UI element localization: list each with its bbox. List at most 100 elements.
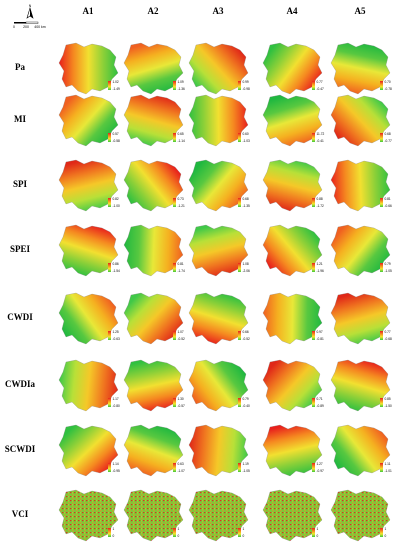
row-label: CWDI: [7, 312, 33, 322]
legend-bar: [380, 263, 383, 272]
legend-low: -0.98: [243, 87, 250, 91]
legend-bar: [238, 463, 241, 472]
legend-high: 1: [113, 527, 115, 531]
legend-low: 0: [113, 534, 115, 538]
map-panel: 0.99 -0.98: [188, 42, 250, 95]
legend-bar: [173, 133, 176, 142]
legend-bar: [108, 81, 111, 90]
legend-bar: [173, 81, 176, 90]
map-panel: 0.79 -0.40: [188, 359, 250, 412]
column-header: A3: [213, 6, 224, 16]
legend-low: -1.72: [317, 204, 324, 208]
legend-high: 1.08: [243, 262, 249, 266]
legend-bar: [108, 198, 111, 207]
map-panel: 0.63 -1.07: [123, 424, 185, 477]
legend-bar: [380, 198, 383, 207]
legend-high: 0.82: [113, 197, 119, 201]
legend-low: -1.05: [385, 269, 392, 273]
legend-bar: [173, 463, 176, 472]
map-panel: 1.08 -2.06: [188, 224, 250, 277]
legend-low: -0.47: [317, 87, 324, 91]
scale-label: 400 km: [34, 25, 46, 29]
legend-low: -1.50: [385, 404, 392, 408]
legend-high: 0.60: [243, 132, 249, 136]
map-panel: 10: [330, 489, 391, 542]
map-panel: 0.86 -1.54: [58, 224, 120, 277]
legend-bar: [108, 398, 111, 407]
map-panel: 0.68 -0.77: [330, 94, 392, 147]
legend-low: -1.96: [317, 269, 324, 273]
legend-high: 1.14: [113, 462, 119, 466]
column-header: A2: [148, 6, 159, 16]
map-panel: 10: [123, 489, 184, 542]
legend-high: 1.25: [113, 330, 119, 334]
map-panel: 1.14 -0.95: [58, 424, 120, 477]
legend-bar: [238, 198, 241, 207]
legend-high: 1: [178, 527, 180, 531]
map-panel: 1.07 -0.52: [123, 292, 185, 345]
legend-low: -1.36: [178, 87, 185, 91]
legend-low: -1.14: [178, 139, 185, 143]
row-label: Pa: [15, 62, 25, 72]
legend-low: -0.66: [385, 204, 392, 208]
map-panel: 0.81 -1.74: [123, 224, 185, 277]
legend-high: 1.09: [178, 80, 184, 84]
legend-bar: [312, 463, 315, 472]
map-panel: 1.11 -1.01: [330, 424, 392, 477]
legend-high: 0.70: [385, 80, 391, 84]
legend-high: 11.72: [317, 132, 325, 136]
legend-bar: [173, 331, 176, 340]
row-label: SPEI: [10, 244, 31, 254]
legend-low: -0.52: [178, 337, 185, 341]
legend-low: -0.89: [317, 404, 324, 408]
legend-low: -0.77: [385, 139, 392, 143]
map-panel: 0.68 -1.35: [188, 159, 250, 212]
legend-bar: [108, 263, 111, 272]
legend-bar: [312, 198, 315, 207]
legend-bar: [312, 133, 315, 142]
scale-label: 0: [13, 25, 15, 29]
legend-low: -0.68: [385, 337, 392, 341]
legend-high: 1: [317, 527, 319, 531]
legend-bar: [380, 528, 383, 537]
legend-low: -0.95: [113, 469, 120, 473]
legend-bar: [312, 398, 315, 407]
legend-bar: [238, 528, 241, 537]
map-panel: 0.57 -0.58: [58, 94, 120, 147]
legend-bar: [312, 528, 315, 537]
legend-high: 1.02: [113, 80, 119, 84]
legend-low: -0.97: [317, 469, 324, 473]
map-panel: 1.30 -0.57: [123, 359, 185, 412]
map-panel: 0.81 -0.66: [330, 159, 392, 212]
legend-low: -0.78: [385, 87, 392, 91]
map-panel: 0.77 -0.68: [330, 292, 392, 345]
legend-bar: [312, 331, 315, 340]
legend-bar: [108, 528, 111, 537]
legend-bar: [173, 198, 176, 207]
legend-high: 1.21: [317, 262, 323, 266]
legend-high: 0.68: [243, 197, 249, 201]
map-panel: 0.88 -1.72: [262, 159, 324, 212]
legend-high: 1.11: [385, 462, 391, 466]
legend-high: 1.27: [317, 462, 323, 466]
legend-low: -0.58: [113, 139, 120, 143]
legend-low: 0: [243, 534, 245, 538]
map-panel: 1.09 -1.36: [123, 42, 185, 95]
legend-low: -2.06: [243, 269, 250, 273]
legend-bar: [380, 331, 383, 340]
row-label: SPI: [13, 179, 28, 189]
legend-high: 1.07: [178, 330, 184, 334]
scale-bar: 0 200 400 km: [13, 21, 46, 29]
legend-low: -0.63: [113, 337, 120, 341]
legend-high: 0.86: [113, 262, 119, 266]
legend-bar: [238, 263, 241, 272]
legend-low: -1.00: [113, 204, 120, 208]
legend-high: 0.79: [385, 262, 391, 266]
map-panel: 0.71 -0.89: [262, 359, 324, 412]
legend-high: 0.71: [317, 397, 323, 401]
legend-low: -0.81: [317, 337, 324, 341]
legend-low: 0: [385, 534, 387, 538]
legend-bar: [380, 463, 383, 472]
legend-low: -1.05: [243, 469, 250, 473]
